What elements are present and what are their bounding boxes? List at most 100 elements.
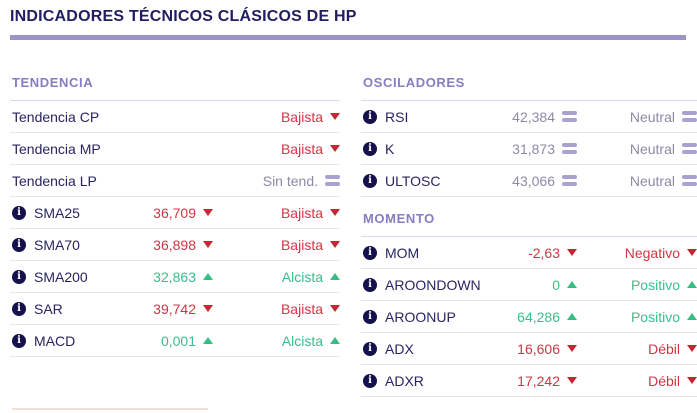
indicator-state: Neutral: [629, 172, 675, 189]
info-icon[interactable]: i: [12, 301, 26, 316]
section-header-momento: MOMENTO: [361, 197, 697, 237]
table-row-aroonup: i AROONUP 64,286 Positivo: [361, 301, 697, 333]
triangle-icon: [330, 273, 340, 280]
indicator-state: Débil: [648, 340, 680, 357]
triangle-icon: [203, 273, 213, 280]
indicator-label: Tendencia CP: [12, 108, 100, 125]
equals-icon: [562, 143, 577, 154]
indicator-state: Bajista: [280, 236, 323, 253]
triangle-icon: [567, 313, 577, 320]
indicator-state: Bajista: [280, 204, 323, 221]
indicator-state: Alcista: [281, 268, 323, 285]
indicator-label: ULTOSC: [385, 172, 441, 189]
info-icon[interactable]: i: [363, 109, 377, 124]
indicator-state: Sin tend.: [262, 172, 318, 189]
triangle-icon: [330, 305, 340, 312]
indicator-state-cell: Bajista: [213, 141, 340, 157]
info-icon[interactable]: i: [363, 309, 377, 324]
info-icon[interactable]: i: [363, 373, 377, 388]
triangle-icon: [330, 209, 340, 216]
title-underline: [10, 35, 686, 40]
equals-icon: [325, 175, 340, 186]
indicator-value: 16,606: [517, 340, 560, 357]
indicator-state-cell: Sin tend.: [213, 173, 340, 189]
indicator-state: Bajista: [280, 108, 323, 125]
info-icon[interactable]: i: [363, 277, 377, 292]
info-icon[interactable]: i: [12, 205, 26, 220]
info-icon[interactable]: i: [12, 333, 26, 348]
table-row-aroondown: i AROONDOWN 0 Positivo: [361, 269, 697, 301]
equals-icon: [682, 111, 697, 122]
indicator-value: 0: [552, 276, 560, 293]
indicator-label: Tendencia LP: [12, 172, 97, 189]
table-row-mom: i MOM -2,63 Negativo: [361, 237, 697, 269]
osciladores-momento-column: OSCILADORES i RSI 42,384 Neutral: [361, 40, 697, 397]
indicator-columns: TENDENCIA Tendencia CP Bajista Tendencia…: [10, 40, 697, 397]
indicator-state: Bajista: [280, 300, 323, 317]
table-row-adx: i ADX 16,606 Débil: [361, 333, 697, 365]
equals-icon: [682, 143, 697, 154]
indicator-label: SAR: [34, 300, 63, 317]
indicator-state: Bajista: [280, 140, 323, 157]
indicator-value: 36,709: [153, 204, 196, 221]
triangle-icon: [687, 313, 697, 320]
section-header-tendencia: TENDENCIA: [10, 40, 340, 101]
info-icon[interactable]: i: [363, 173, 377, 188]
table-row-tendencia-mp: Tendencia MP Bajista: [10, 133, 340, 165]
indicator-label: ADX: [385, 340, 414, 357]
triangle-icon: [567, 281, 577, 288]
indicator-value: 32,863: [153, 268, 196, 285]
equals-icon: [562, 111, 577, 122]
info-icon[interactable]: i: [12, 237, 26, 252]
indicator-state-cell: Bajista: [213, 109, 340, 125]
indicator-label: AROONUP: [385, 308, 456, 325]
table-row-sma25: i SMA25 36,709 Bajista: [10, 197, 340, 229]
tendencia-column: TENDENCIA Tendencia CP Bajista Tendencia…: [10, 40, 340, 397]
indicator-label: SMA25: [34, 204, 80, 221]
indicator-label: MACD: [34, 332, 76, 349]
table-row-sar: i SAR 39,742 Bajista: [10, 293, 340, 325]
indicator-label: AROONDOWN: [385, 276, 481, 293]
triangle-icon: [567, 249, 577, 256]
indicator-state: Alcista: [281, 332, 323, 349]
indicator-value: 0,001: [160, 332, 196, 349]
section-header-osciladores: OSCILADORES: [361, 40, 697, 101]
indicator-state: Neutral: [629, 140, 675, 157]
indicator-label: SMA200: [34, 268, 88, 285]
indicator-state: Negativo: [624, 244, 680, 261]
triangle-icon: [203, 305, 213, 312]
page-title: INDICADORES TÉCNICOS CLÁSICOS DE HP: [10, 8, 357, 25]
info-icon[interactable]: i: [363, 341, 377, 356]
triangle-icon: [687, 345, 697, 352]
triangle-icon: [567, 345, 577, 352]
next-card-top-border: [12, 408, 208, 410]
info-icon[interactable]: i: [363, 245, 377, 260]
indicator-value: 42,384: [512, 108, 555, 125]
indicator-state: Neutral: [629, 108, 675, 125]
indicator-value: 36,898: [153, 236, 196, 253]
indicator-value: 64,286: [517, 308, 560, 325]
triangle-icon: [687, 249, 697, 256]
table-row-adxr: i ADXR 17,242 Débil: [361, 365, 697, 397]
indicator-value: 31,873: [512, 140, 555, 157]
equals-icon: [682, 175, 697, 186]
indicator-state: Positivo: [630, 276, 680, 293]
equals-icon: [562, 175, 577, 186]
table-row-sma200: i SMA200 32,863 Alcista: [10, 261, 340, 293]
table-row-sma70: i SMA70 36,898 Bajista: [10, 229, 340, 261]
table-row-rsi: i RSI 42,384 Neutral: [361, 101, 697, 133]
indicator-label: RSI: [385, 108, 409, 125]
indicator-value: 17,242: [517, 372, 560, 389]
triangle-icon: [203, 337, 213, 344]
triangle-icon: [330, 337, 340, 344]
info-icon[interactable]: i: [363, 141, 377, 156]
triangle-icon: [687, 377, 697, 384]
indicator-value: 43,066: [512, 172, 555, 189]
info-icon[interactable]: i: [12, 269, 26, 284]
indicator-label: Tendencia MP: [12, 140, 101, 157]
triangle-icon: [203, 241, 213, 248]
triangle-icon: [687, 281, 697, 288]
indicator-label: SMA70: [34, 236, 80, 253]
triangle-icon: [330, 113, 340, 120]
